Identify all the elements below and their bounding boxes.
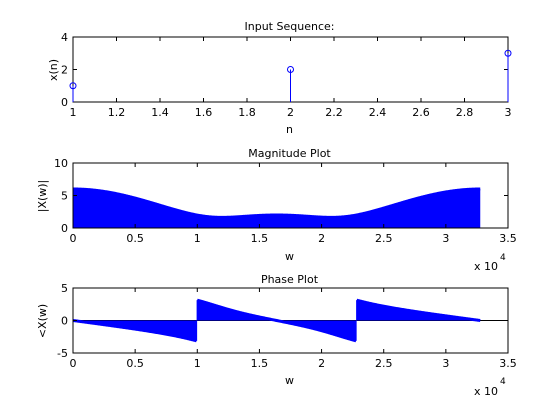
subplot-title: Magnitude Plot: [248, 147, 331, 160]
x-tick-label: 2.8: [456, 106, 474, 119]
x-axis-label: w: [285, 374, 294, 387]
y-tick-label: 5: [61, 190, 68, 203]
x-tick-label: 1.8: [238, 106, 256, 119]
y-axis-label: x(n): [47, 59, 60, 81]
x-tick-label: 3.5: [499, 357, 517, 370]
stem-marker: [69, 82, 77, 90]
x-tick-label: 3: [442, 357, 449, 370]
phase-curve: [72, 298, 481, 343]
x-tick-label: 3: [505, 106, 512, 119]
x-tick-label: 0.5: [126, 357, 144, 370]
x-tick-label: 1: [70, 106, 77, 119]
x-tick-label: 0: [70, 232, 77, 245]
subplot-title: Phase Plot: [261, 273, 319, 286]
magnitude-subplot: Magnitude Plot |X(w)| w x 10 4 0 0.5 1 1.5 2…: [36, 147, 517, 273]
y-tick-label: 2: [61, 64, 68, 77]
x-tick-label: 1: [194, 357, 201, 370]
x-tick-label: 2: [318, 357, 325, 370]
x-tick-label: 2: [287, 106, 294, 119]
x-tick-label: 0.5: [126, 232, 144, 245]
y-axis-label: <X(w): [36, 304, 49, 338]
x-tick-label: 0: [70, 357, 77, 370]
x-tick-label: 3.5: [499, 232, 517, 245]
x-axis-multiplier: x 10: [474, 260, 498, 273]
x-tick-label: 2.4: [369, 106, 387, 119]
magnitude-curve: [73, 187, 481, 219]
x-tick-label: 1: [194, 232, 201, 245]
y-tick-label: 5: [61, 282, 68, 295]
stem-marker: [504, 49, 512, 57]
x-tick-label: 1.5: [251, 357, 269, 370]
x-tick-label: 3: [442, 232, 449, 245]
y-tick-label: -5: [57, 347, 68, 360]
x-tick-label: 2.2: [325, 106, 343, 119]
x-axis-label: n: [286, 123, 293, 136]
x-tick-label: 2.5: [375, 232, 393, 245]
x-tick-label: 1.2: [108, 106, 126, 119]
x-tick-label: 1.5: [251, 232, 269, 245]
x-tick-label: 2: [318, 232, 325, 245]
y-tick-label: 0: [61, 222, 68, 235]
x-axis-multiplier: x 10: [474, 385, 498, 398]
y-tick-label: 10: [54, 157, 68, 170]
x-axis-label: w: [285, 250, 294, 263]
x-axis-exponent: 4: [500, 253, 506, 263]
stem-marker: [287, 66, 294, 73]
input-sequence-subplot: Input Sequence: x(n) n 1 1.2 1.4 1.6 1.8 2 2.2…: [47, 20, 512, 136]
subplot-title: Input Sequence:: [245, 20, 335, 33]
x-tick-label: 2.5: [375, 357, 393, 370]
x-tick-label: 1.4: [151, 106, 169, 119]
phase-subplot: Phase Plot <X(w) w x 10 4 0 0.5 1 1.5 2 2.5 3 3…: [36, 273, 517, 398]
magnitude-area: [73, 189, 481, 228]
phase-stems: [73, 300, 481, 341]
y-tick-label: 0: [61, 96, 68, 109]
x-axis-exponent: 4: [500, 377, 506, 387]
x-tick-label: 1.6: [195, 106, 213, 119]
x-tick-label: 2.6: [412, 106, 430, 119]
y-tick-label: 4: [61, 31, 68, 44]
y-axis-label: |X(w)|: [36, 180, 49, 213]
y-tick-label: 0: [61, 315, 68, 328]
